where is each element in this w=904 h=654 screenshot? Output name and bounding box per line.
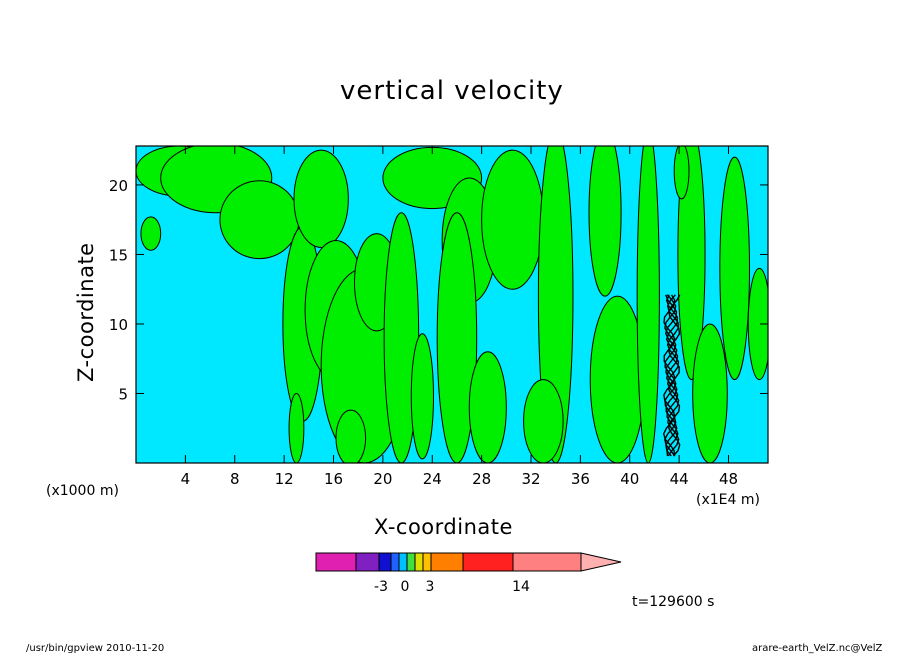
colorbar-segment bbox=[378, 552, 392, 572]
positive-region bbox=[481, 149, 544, 290]
x-tick-label: 36 bbox=[571, 470, 590, 488]
x-tick-label: 40 bbox=[620, 470, 639, 488]
colorbar-label: 0 bbox=[401, 579, 410, 595]
positive-region bbox=[410, 333, 434, 460]
colorbar-segment bbox=[315, 552, 357, 572]
positive-region bbox=[589, 295, 646, 463]
positive-region bbox=[219, 180, 300, 260]
x-tick-label: 20 bbox=[373, 470, 392, 488]
updraft-contour bbox=[666, 294, 680, 457]
time-label: t=129600 s bbox=[632, 594, 715, 610]
x-tick-label: 48 bbox=[719, 470, 738, 488]
colorbar-arrow bbox=[580, 552, 622, 572]
x-axis-label: X-coordinate bbox=[374, 515, 513, 539]
y-axis: 5 10 15 20 bbox=[109, 177, 768, 403]
positive-region bbox=[677, 146, 706, 381]
positive-region bbox=[673, 146, 690, 200]
colorbar-segment bbox=[414, 552, 424, 572]
positive-region bbox=[636, 146, 660, 463]
y-tick-label: 5 bbox=[118, 385, 128, 403]
colorbar-segment bbox=[430, 552, 464, 572]
plot-frame bbox=[135, 145, 769, 464]
positive-region bbox=[335, 409, 367, 463]
colorbar-label: 3 bbox=[426, 579, 435, 595]
positive-region bbox=[692, 323, 728, 463]
footer-file: arare-earth_VelZ.nc@VelZ bbox=[752, 643, 883, 654]
positive-region bbox=[288, 392, 305, 463]
y-tick-label: 15 bbox=[109, 246, 128, 264]
x-tick-label: 8 bbox=[230, 470, 240, 488]
y-tick-label: 10 bbox=[109, 316, 128, 334]
colorbar-label: 14 bbox=[512, 579, 530, 595]
x-tick-label: 28 bbox=[472, 470, 491, 488]
x-tick-label: 32 bbox=[521, 470, 540, 488]
x-axis-unit-right: (x1E4 m) bbox=[696, 492, 760, 508]
footer-command: /usr/bin/gpview 2010-11-20 bbox=[26, 643, 165, 654]
y-axis-label: Z-coordinate bbox=[74, 242, 98, 382]
colorbar-segment bbox=[512, 552, 582, 572]
updraft-contour bbox=[667, 294, 681, 457]
positive-region bbox=[468, 351, 507, 463]
colorbar: -3 0 3 14 bbox=[315, 552, 622, 595]
positive-region bbox=[140, 216, 162, 251]
positive-region bbox=[293, 149, 349, 248]
positive-region bbox=[719, 156, 750, 381]
x-tick-label: 4 bbox=[181, 470, 191, 488]
x-tick-label: 44 bbox=[670, 470, 689, 488]
x-axis: 4 8 12 16 20 24 28 32 36 40 44 48 bbox=[181, 146, 738, 488]
colorbar-segment bbox=[355, 552, 380, 572]
colorbar-segment bbox=[390, 552, 400, 572]
colorbar-segment bbox=[422, 552, 432, 572]
colorbar-segment bbox=[462, 552, 514, 572]
updraft-contour bbox=[662, 294, 676, 457]
positive-region bbox=[588, 146, 622, 297]
contour-lines bbox=[662, 294, 681, 457]
x-tick-label: 24 bbox=[423, 470, 442, 488]
colorbar-label: -3 bbox=[374, 579, 388, 595]
positive-region bbox=[747, 267, 768, 381]
x-axis-unit-left: (x1000 m) bbox=[46, 483, 119, 499]
x-tick-label: 16 bbox=[324, 470, 343, 488]
x-tick-label: 12 bbox=[275, 470, 294, 488]
positive-region bbox=[523, 379, 564, 463]
colorbar-segment bbox=[398, 552, 408, 572]
velocity-field bbox=[136, 146, 768, 463]
y-tick-label: 20 bbox=[109, 177, 128, 195]
chart-title: vertical velocity bbox=[340, 76, 564, 106]
colorbar-segment bbox=[406, 552, 416, 572]
